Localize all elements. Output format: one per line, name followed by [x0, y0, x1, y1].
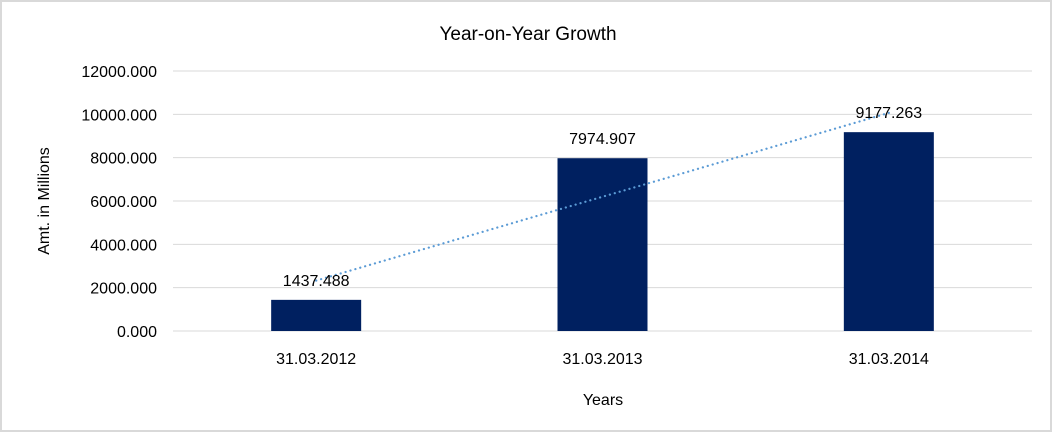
y-tick-label: 4000.000 — [90, 237, 157, 254]
y-tick-label: 12000.000 — [81, 64, 157, 81]
y-axis-label: Amt. in Millions — [36, 147, 53, 255]
y-tick-label: 0.000 — [117, 324, 157, 341]
bar — [271, 299, 362, 331]
x-tick-label: 31.03.2013 — [562, 351, 642, 368]
y-tick-label: 2000.000 — [90, 281, 157, 298]
chart-title: Year-on-Year Growth — [439, 24, 616, 45]
y-tick-label: 10000.000 — [81, 107, 157, 124]
x-axis-label: Years — [583, 392, 623, 409]
x-tick-label: 31.03.2014 — [849, 351, 929, 368]
data-label: 9177.263 — [855, 105, 922, 122]
bar — [557, 158, 648, 331]
x-tick-label: 31.03.2012 — [276, 351, 356, 368]
bar — [843, 132, 934, 331]
data-label: 1437.488 — [283, 273, 350, 290]
y-tick-label: 6000.000 — [90, 194, 157, 211]
data-label: 7974.907 — [569, 131, 636, 148]
y-tick-label: 8000.000 — [90, 151, 157, 168]
